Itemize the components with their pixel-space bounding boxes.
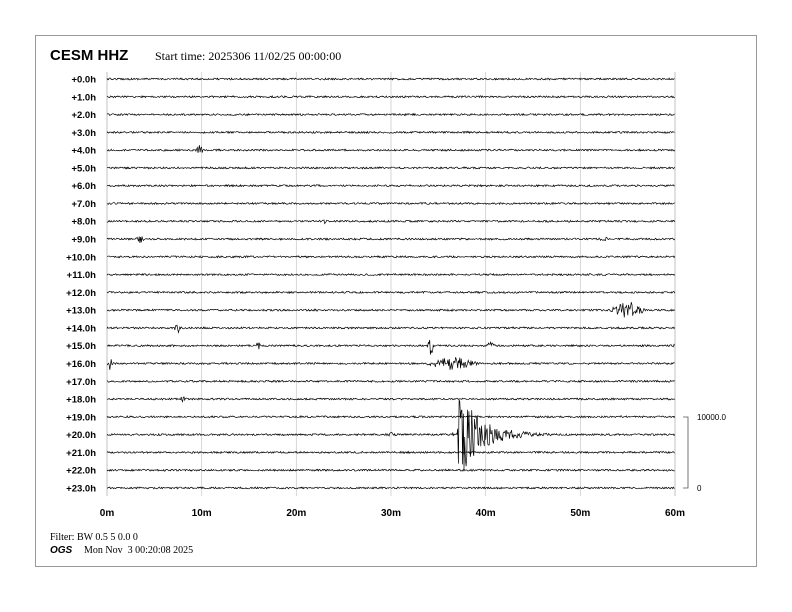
trace-row-13 bbox=[106, 302, 675, 318]
row-label: +9.0h bbox=[71, 235, 96, 246]
station-title: CESM HHZ bbox=[50, 47, 128, 64]
row-label: +7.0h bbox=[71, 199, 96, 210]
x-tick-label: 0m bbox=[100, 508, 115, 519]
trace-row-10 bbox=[106, 255, 676, 259]
row-label: +13.0h bbox=[66, 306, 96, 317]
trace-row-18 bbox=[106, 396, 675, 403]
row-label: +15.0h bbox=[66, 341, 96, 352]
x-tick-label: 20m bbox=[286, 508, 306, 519]
row-label: +21.0h bbox=[66, 448, 96, 459]
start-time: Start time: 2025306 11/02/25 00:00:00 bbox=[155, 49, 341, 63]
row-label: +5.0h bbox=[71, 163, 96, 174]
row-label: +3.0h bbox=[71, 128, 96, 139]
trace-row-3 bbox=[106, 130, 675, 135]
scale-top-label: 10000.0 bbox=[697, 413, 726, 422]
scale-bar bbox=[683, 416, 689, 489]
trace-row-7 bbox=[106, 201, 675, 206]
agency-logo-text: OGS bbox=[50, 545, 73, 556]
row-label: +0.0h bbox=[71, 75, 96, 86]
trace-row-14 bbox=[106, 324, 676, 334]
row-label: +19.0h bbox=[66, 412, 96, 423]
trace-row-0 bbox=[106, 77, 675, 81]
trace-row-9 bbox=[106, 236, 675, 244]
trace-row-5 bbox=[106, 166, 675, 170]
trace-row-11 bbox=[106, 272, 675, 277]
x-tick-label: 10m bbox=[192, 508, 212, 519]
frame bbox=[35, 35, 757, 567]
row-label: +17.0h bbox=[66, 377, 96, 388]
trace-row-15 bbox=[106, 339, 675, 355]
trace-row-23 bbox=[106, 486, 675, 490]
row-label: +11.0h bbox=[67, 270, 97, 281]
x-tick-label: 40m bbox=[476, 508, 496, 519]
row-label: +2.0h bbox=[71, 110, 96, 121]
trace-row-16 bbox=[106, 357, 675, 370]
row-label: +12.0h bbox=[66, 288, 96, 299]
trace-row-20 bbox=[106, 399, 675, 469]
row-label: +10.0h bbox=[66, 252, 96, 263]
filter-text: Filter: BW 0.5 5 0.0 0 bbox=[50, 532, 138, 543]
row-label: +6.0h bbox=[71, 181, 96, 192]
x-tick-label: 60m bbox=[665, 508, 685, 519]
row-label: +18.0h bbox=[66, 395, 96, 406]
row-label: +23.0h bbox=[66, 483, 96, 494]
row-label: +1.0h bbox=[71, 92, 96, 103]
row-label: +8.0h bbox=[71, 217, 96, 228]
footer-timestamp: Mon Nov 3 00:20:08 2025 bbox=[84, 545, 193, 556]
trace-row-1 bbox=[106, 95, 675, 99]
trace-row-21 bbox=[106, 450, 675, 455]
row-label: +22.0h bbox=[66, 466, 96, 477]
row-label: +14.0h bbox=[66, 323, 96, 334]
trace-row-19 bbox=[106, 415, 676, 419]
row-label: +16.0h bbox=[66, 359, 96, 370]
trace-row-6 bbox=[106, 183, 675, 188]
trace-row-12 bbox=[106, 290, 676, 295]
x-tick-label: 50m bbox=[570, 508, 590, 519]
x-tick-label: 30m bbox=[381, 508, 401, 519]
trace-row-4 bbox=[106, 145, 675, 153]
row-label: +4.0h bbox=[71, 146, 96, 157]
trace-row-2 bbox=[107, 112, 675, 117]
trace-row-8 bbox=[107, 219, 676, 225]
trace-row-22 bbox=[106, 468, 675, 472]
scale-bottom-label: 0 bbox=[697, 484, 702, 493]
trace-row-17 bbox=[106, 379, 675, 384]
row-label: +20.0h bbox=[66, 430, 96, 441]
